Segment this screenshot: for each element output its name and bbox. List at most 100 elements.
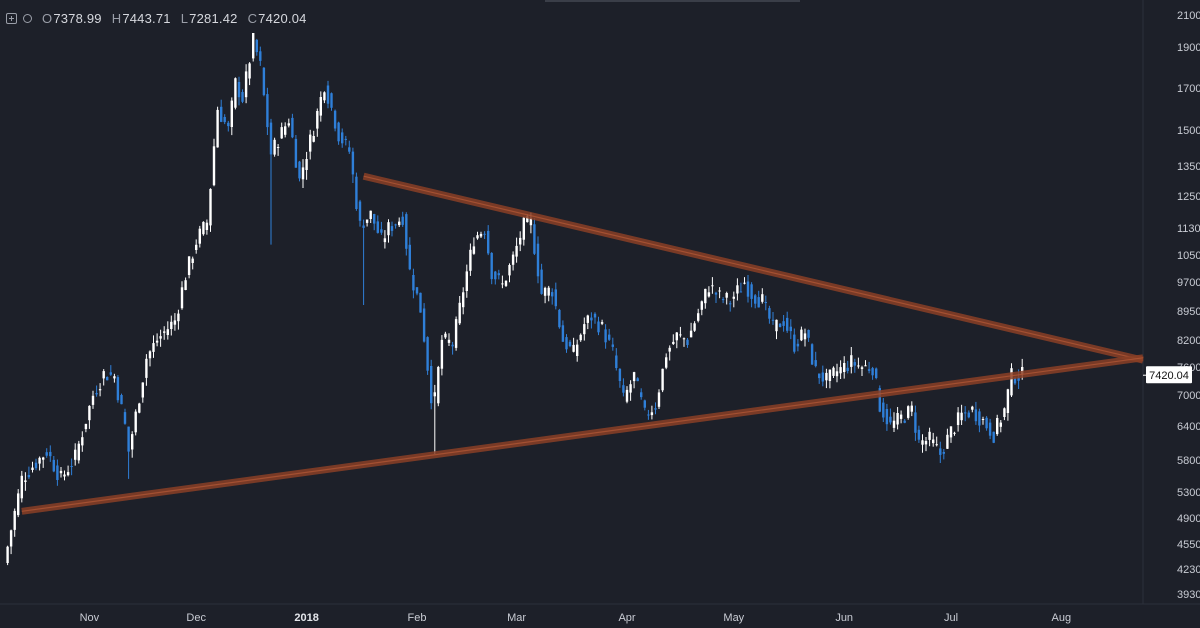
candle-body (700, 301, 703, 310)
candle-body (276, 147, 280, 148)
candle-body (736, 285, 739, 294)
candle-body (622, 385, 625, 393)
candle-body (319, 97, 322, 116)
candle-body (793, 334, 796, 352)
candle-body (782, 321, 785, 326)
x-tick-label: 2018 (294, 612, 318, 624)
last-price-tag: 7420.04 (1143, 366, 1192, 384)
x-tick-label: Nov (80, 612, 100, 624)
add-indicator-icon[interactable] (6, 12, 17, 24)
candle-body (878, 388, 881, 412)
candle-body (647, 414, 650, 416)
candle-body (789, 326, 792, 332)
candle-body (846, 367, 849, 371)
candle-body (732, 296, 735, 299)
candle-body (13, 510, 16, 530)
candle-body (768, 308, 771, 319)
candle-body (31, 467, 34, 470)
candle-body (430, 366, 433, 404)
candle-body (608, 334, 611, 340)
y-tick-label: 4230.00 (1177, 564, 1200, 576)
x-tick-label: Dec (186, 612, 206, 624)
candle-body (74, 449, 77, 460)
candle-body (821, 372, 824, 382)
x-tick-label: Jul (944, 612, 958, 624)
candle-body (81, 437, 84, 446)
candle-body (903, 420, 906, 423)
candle-body (170, 321, 173, 329)
ohlc-open: O7378.99 (42, 10, 102, 26)
candle-body (956, 412, 960, 425)
candle-body (84, 423, 88, 430)
candle-body (27, 475, 31, 478)
candle-body (102, 371, 105, 379)
candle-body (850, 355, 853, 367)
candle-body (899, 414, 903, 419)
candle-body (640, 392, 643, 398)
candle-body (415, 287, 419, 294)
y-tick-label: 7000.00 (1177, 390, 1200, 402)
candle-body (177, 313, 180, 322)
time-axis[interactable]: Nov Dec 2018 Feb Mar Apr May Jun Jul Aug (80, 612, 1071, 624)
y-tick-label: 5800.00 (1177, 455, 1200, 467)
candle-body (672, 341, 675, 344)
candle-body (504, 280, 508, 286)
candle-body (212, 146, 216, 186)
candle-body (810, 344, 814, 365)
candle-body (654, 408, 657, 410)
y-tick-label: 5300.00 (1177, 487, 1200, 499)
candle-body (494, 271, 497, 280)
candle-body (978, 411, 981, 426)
candle-body (682, 338, 686, 340)
candle-body (907, 406, 910, 418)
candle-body (1006, 389, 1010, 413)
candle-body (835, 371, 839, 377)
candle-body (369, 210, 372, 219)
trendline-core (21, 357, 1144, 512)
candle-body (141, 382, 144, 398)
candle-body (860, 367, 864, 369)
candle-body (786, 317, 789, 331)
candle-body (405, 214, 408, 249)
candle-body (198, 228, 201, 244)
candle-body (373, 214, 376, 224)
candle-body (615, 355, 618, 368)
candle-body (910, 405, 913, 412)
candle-body (511, 254, 515, 265)
trendlines-layer[interactable] (21, 172, 1144, 515)
candle-body (344, 138, 347, 140)
candle-body (964, 412, 967, 414)
candle-body (148, 351, 152, 359)
candle-body (113, 376, 116, 379)
candle-body (337, 122, 340, 142)
candle-body (284, 126, 287, 135)
candle-body (946, 434, 949, 449)
ohlc-high: H7443.71 (111, 10, 171, 26)
candle-body (939, 448, 942, 455)
price-tag-box (1146, 366, 1192, 384)
candle-body (540, 269, 543, 294)
candle-body (547, 287, 550, 296)
candle-body (223, 117, 226, 123)
candle-body (761, 294, 764, 302)
candle-body (725, 293, 728, 298)
candle-body (1003, 408, 1006, 417)
candle-body (551, 292, 554, 297)
candle-body (697, 313, 700, 321)
candle-body (362, 225, 365, 228)
candle-body (205, 222, 209, 230)
y-tick-label: 8950.00 (1177, 306, 1200, 318)
candle-body (202, 221, 205, 235)
candle-body (864, 365, 867, 367)
y-tick-label: 4550.00 (1177, 539, 1200, 551)
candle-body (892, 420, 896, 428)
price-axis[interactable]: 21000.00 19000.00 17000.00 15000.00 13500.00… (1177, 10, 1200, 601)
candle-body (1021, 367, 1024, 374)
candle-body (800, 329, 803, 341)
candle-body (426, 337, 429, 371)
candle-body (981, 419, 985, 420)
candle-body (241, 92, 244, 102)
candle-body (287, 123, 290, 126)
